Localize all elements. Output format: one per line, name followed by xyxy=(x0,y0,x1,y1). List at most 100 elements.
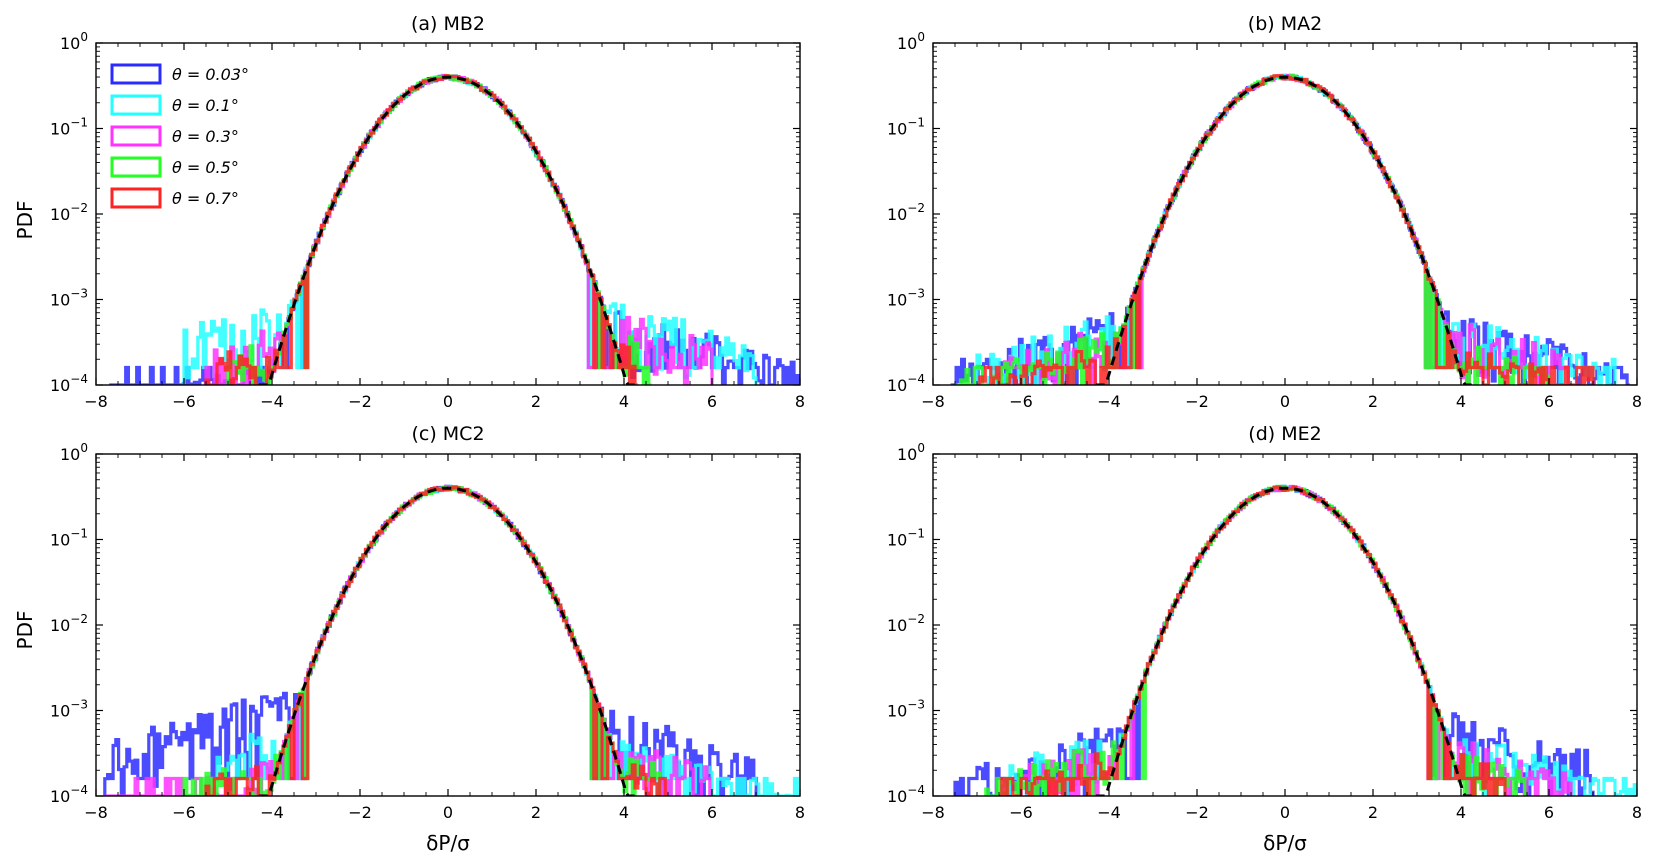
plot-frame xyxy=(932,42,1638,386)
y-tick-label: 10−1 xyxy=(887,116,925,139)
plot-area xyxy=(953,484,1637,796)
panel-title: (c) MC2 xyxy=(411,423,484,445)
x-tick-label: 4 xyxy=(1456,392,1466,411)
plot-area xyxy=(109,73,800,385)
y-tick-label: 10−2 xyxy=(887,612,925,635)
legend-swatch xyxy=(110,156,162,178)
legend-label: θ = 0.3° xyxy=(172,127,239,146)
y-tick-label: 10−2 xyxy=(50,201,88,224)
y-tick-label: 10−3 xyxy=(50,698,88,721)
x-tick-label: 4 xyxy=(619,803,629,822)
series-line xyxy=(999,485,1507,796)
x-tick-label: −2 xyxy=(1185,803,1209,822)
legend-label: θ = 0.03° xyxy=(172,65,249,84)
legend-label: θ = 0.1° xyxy=(172,96,239,115)
x-tick-label: 2 xyxy=(531,803,541,822)
y-tick-label: 10−4 xyxy=(887,372,925,395)
x-tick-label: −8 xyxy=(84,392,108,411)
gaussian-reference-line xyxy=(1095,75,1475,385)
x-tick-label: −8 xyxy=(921,392,945,411)
panel-a: (a) MB2 −8 −6 −4 −2 0 2 4 6 8 10−4 10−3 10−2 10−1 100 xyxy=(50,13,805,411)
y-tick-label: 10−3 xyxy=(50,287,88,310)
x-tick-label: 8 xyxy=(1632,392,1642,411)
y-tick-label: 10−1 xyxy=(50,116,88,139)
x-tick-label: 8 xyxy=(795,803,805,822)
x-tick-label: −4 xyxy=(1097,803,1121,822)
x-tick-label: −8 xyxy=(84,803,108,822)
y-tick-label: 10−1 xyxy=(887,527,925,550)
y-tick-label: 10−3 xyxy=(887,698,925,721)
y-axis-label-top: PDF xyxy=(13,201,37,240)
y-tick-label: 100 xyxy=(897,441,925,464)
legend-entry: θ = 0.7° xyxy=(110,187,239,209)
x-tick-label: 2 xyxy=(1368,392,1378,411)
x-tick-label: −2 xyxy=(348,803,372,822)
x-tick-label: 2 xyxy=(1368,803,1378,822)
x-tick-label: 6 xyxy=(707,803,717,822)
x-tick-label: −6 xyxy=(172,803,196,822)
panel-title: (a) MB2 xyxy=(411,13,485,35)
x-tick-label: −2 xyxy=(1185,392,1209,411)
y-tick-label: 100 xyxy=(897,30,925,53)
x-tick-label: 4 xyxy=(1456,803,1466,822)
legend-entry: θ = 0.03° xyxy=(110,63,249,85)
gaussian-reference-line xyxy=(258,486,638,796)
series-line xyxy=(182,74,758,385)
panel-c: (c) MC2 −8 −6 −4 −2 0 2 4 6 8 10−4 10−3 10−2 10−1 100 xyxy=(50,423,805,822)
y-tick-label: 10−2 xyxy=(50,612,88,635)
y-tick-label: 10−4 xyxy=(50,372,88,395)
y-tick-label: 10−2 xyxy=(887,201,925,224)
panel-title: (d) ME2 xyxy=(1248,423,1321,445)
x-tick-label: 6 xyxy=(707,392,717,411)
legend-swatch xyxy=(110,94,162,116)
x-tick-label: 0 xyxy=(1280,392,1290,411)
panel-title: (b) MA2 xyxy=(1248,13,1322,35)
y-tick-label: 100 xyxy=(60,441,88,464)
x-tick-label: −6 xyxy=(1009,803,1033,822)
x-axis-label-left: δP/σ xyxy=(426,831,470,855)
y-axis-label-bottom: PDF xyxy=(13,611,37,650)
series-line xyxy=(204,485,668,796)
x-tick-label: −4 xyxy=(260,392,284,411)
plot-area xyxy=(950,73,1630,385)
x-tick-label: −6 xyxy=(172,392,196,411)
legend-swatch xyxy=(110,187,162,209)
y-tick-label: 10−4 xyxy=(887,783,925,806)
y-tick-label: 100 xyxy=(60,30,88,53)
x-tick-label: 0 xyxy=(443,803,453,822)
legend-swatch xyxy=(110,63,162,85)
legend-label: θ = 0.7° xyxy=(172,189,239,208)
x-tick-label: 2 xyxy=(531,392,541,411)
x-tick-label: 6 xyxy=(1544,392,1554,411)
x-tick-label: 8 xyxy=(1632,803,1642,822)
x-tick-label: 8 xyxy=(795,392,805,411)
x-tick-label: 0 xyxy=(443,392,453,411)
x-tick-label: −2 xyxy=(348,392,372,411)
series-line xyxy=(977,74,1595,385)
x-tick-label: −4 xyxy=(260,803,284,822)
legend-entry: θ = 0.5° xyxy=(110,156,239,178)
legend-entry: θ = 0.1° xyxy=(110,94,239,116)
y-tick-label: 10−1 xyxy=(50,527,88,550)
y-tick-label: 10−4 xyxy=(50,783,88,806)
plot-area xyxy=(103,484,800,796)
x-tick-label: 6 xyxy=(1544,803,1554,822)
gaussian-reference-line xyxy=(1095,486,1475,796)
x-tick-label: −4 xyxy=(1097,392,1121,411)
x-tick-label: −6 xyxy=(1009,392,1033,411)
x-tick-label: 4 xyxy=(619,392,629,411)
series-line xyxy=(1019,484,1573,796)
x-tick-label: −8 xyxy=(921,803,945,822)
y-tick-label: 10−3 xyxy=(887,287,925,310)
legend-label: θ = 0.5° xyxy=(172,158,239,177)
panel-d: (d) ME2 −8 −6 −4 −2 0 2 4 6 8 10−4 10−3 10−2 10−1 100 xyxy=(887,423,1642,822)
x-axis-label-right: δP/σ xyxy=(1263,831,1307,855)
legend-entry: θ = 0.3° xyxy=(110,125,239,147)
legend: θ = 0.03° θ = 0.1° θ = 0.3° θ = 0.5° θ =… xyxy=(110,63,249,209)
x-tick-label: 0 xyxy=(1280,803,1290,822)
plot-frame xyxy=(932,453,1638,797)
panel-b: (b) MA2 −8 −6 −4 −2 0 2 4 6 8 10−4 10−3 10−2 10−1 100 xyxy=(887,13,1642,411)
legend-swatch xyxy=(110,125,162,147)
gaussian-reference-line xyxy=(258,75,638,385)
